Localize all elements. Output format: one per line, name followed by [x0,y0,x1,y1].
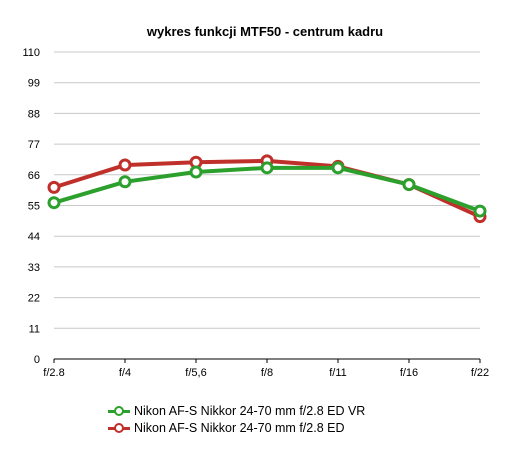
y-tick-label: 44 [28,231,40,243]
x-tick-label: f/5,6 [185,367,206,379]
y-tick-labels: 0 11 22 33 44 55 66 77 88 99 110 [22,47,40,366]
data-point [189,165,203,179]
data-point [473,204,487,218]
legend: Nikon AF-S Nikkor 24-70 mm f/2.8 ED VR Ni… [108,402,365,436]
legend-swatch [108,405,130,417]
data-point [118,175,132,189]
data-point [402,178,416,192]
y-tick-label: 22 [28,293,40,305]
x-tick-label: f/16 [400,367,418,379]
series [47,161,487,218]
y-tick-label: 55 [28,201,40,213]
x-tick-label: f/8 [261,367,273,379]
chart-title: wykres funkcji MTF50 - centrum kadru [146,24,384,39]
legend-label: Nikon AF-S Nikkor 24-70 mm f/2.8 ED VR [134,403,366,418]
x-tick-label: f/11 [329,367,347,379]
legend-item: Nikon AF-S Nikkor 24-70 mm f/2.8 ED [108,419,365,436]
y-tick-label: 77 [28,139,40,151]
legend-label: Nikon AF-S Nikkor 24-70 mm f/2.8 ED [134,420,345,435]
x-tick-labels: f/2.8 f/4 f/5,6 f/8 f/11 f/16 f/22 [43,359,489,379]
y-tick-label: 110 [22,47,40,59]
y-tick-label: 11 [29,323,40,335]
data-point [47,180,61,194]
y-tick-label: 66 [28,170,40,182]
data-point [331,161,345,175]
legend-item: Nikon AF-S Nikkor 24-70 mm f/2.8 ED VR [108,402,365,419]
data-point [260,161,274,175]
data-point [118,158,132,172]
x-tick-label: f/2.8 [43,367,64,379]
data-point [47,196,61,210]
x-tick-label: f/22 [471,367,489,379]
grid [54,51,480,360]
legend-swatch [108,422,130,434]
x-tick-label: f/4 [119,367,131,379]
y-tick-label: 0 [34,354,40,366]
series-lines [47,154,487,224]
y-tick-label: 88 [28,108,40,120]
y-tick-label: 99 [28,78,40,90]
y-tick-label: 33 [28,262,40,274]
